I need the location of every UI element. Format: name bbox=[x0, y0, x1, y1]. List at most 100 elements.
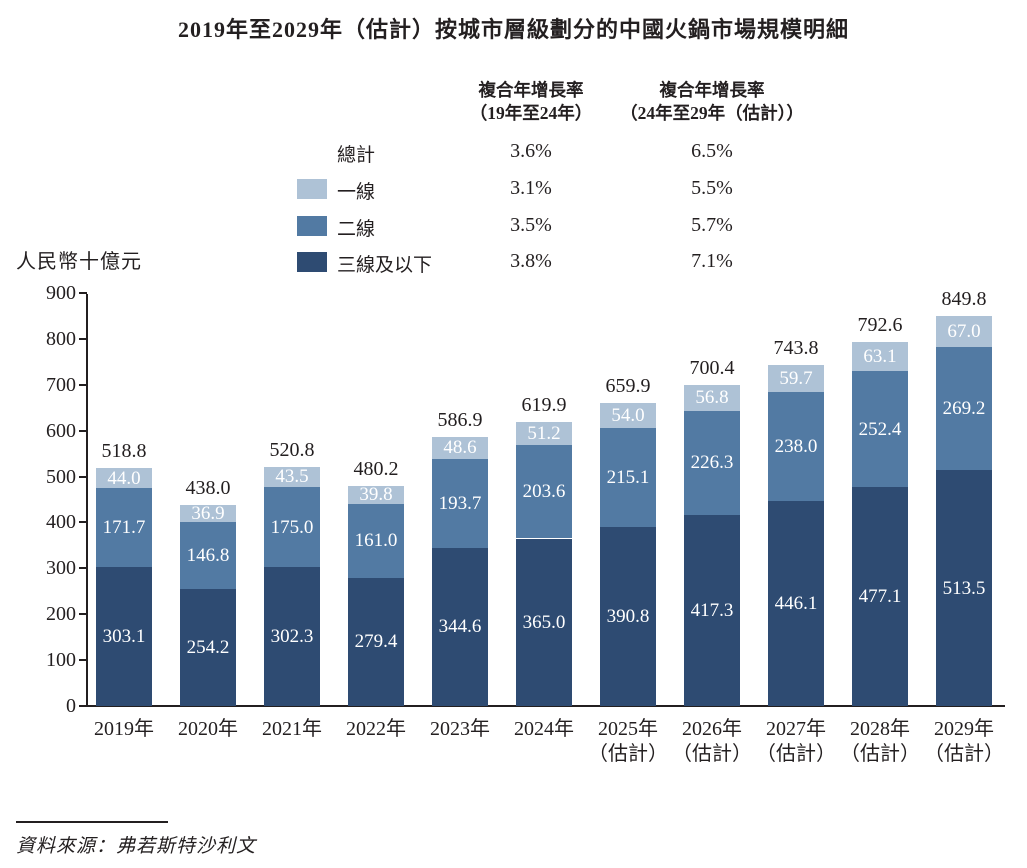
bar-segment-label: 303.1 bbox=[102, 625, 146, 647]
y-tick-label: 700 bbox=[46, 373, 76, 396]
bar-total-label: 659.9 bbox=[605, 375, 651, 398]
y-tick-mark bbox=[79, 292, 87, 294]
bar-segment-label: 226.3 bbox=[690, 452, 734, 474]
bar-segment-label: 44.0 bbox=[107, 467, 141, 489]
bar-segment-label: 203.6 bbox=[522, 481, 566, 503]
bar-segment-二線: 171.7 bbox=[96, 488, 152, 567]
y-tick-mark bbox=[79, 567, 87, 570]
y-tick-label: 0 bbox=[66, 695, 76, 717]
cagr-row-total: 總計 3.6% 6.5% bbox=[0, 140, 1027, 168]
x-tick-year: 2021年 bbox=[262, 718, 322, 740]
y-tick-mark bbox=[79, 475, 87, 478]
bar-segment-label: 238.0 bbox=[774, 436, 818, 458]
bar-segment-二線: 161.0 bbox=[348, 503, 404, 578]
y-tick-mark bbox=[79, 613, 87, 616]
bar-segment-label: 446.1 bbox=[774, 593, 818, 615]
bar-segment-二線: 215.1 bbox=[600, 427, 656, 527]
y-tick-label: 600 bbox=[46, 419, 76, 442]
legend-swatch-tier2 bbox=[297, 216, 327, 236]
bar-segment-label: 417.3 bbox=[690, 599, 734, 621]
bar-segment-label: 171.7 bbox=[102, 517, 146, 538]
y-tick-label: 400 bbox=[46, 511, 76, 534]
x-tick-year: 2025年 bbox=[598, 718, 658, 740]
y-tick-label: 800 bbox=[46, 327, 76, 350]
cagr-tier2-24-29: 5.7% bbox=[691, 214, 733, 236]
bar-segment-二線: 175.0 bbox=[264, 486, 320, 568]
bar-segment-一線: 43.5 bbox=[264, 467, 320, 487]
bar-segment-label: 56.8 bbox=[695, 387, 729, 409]
bar-total-label: 700.4 bbox=[689, 356, 735, 379]
bar-segment-label: 59.7 bbox=[779, 367, 813, 389]
bar-segment-label: 63.1 bbox=[863, 346, 897, 368]
y-tick-mark bbox=[79, 383, 87, 386]
bar-segment-二線: 146.8 bbox=[180, 521, 236, 590]
y-tick-label: 500 bbox=[46, 465, 76, 488]
cagr-row-tier3: 三線及以下 3.8% 7.1% bbox=[0, 250, 1027, 278]
cagr-header-19-24-line1: 複合年增長率 bbox=[478, 80, 584, 100]
bar-segment-label: 146.8 bbox=[186, 545, 230, 567]
bar-total-label: 743.8 bbox=[773, 336, 819, 359]
bar-segment-一線: 51.2 bbox=[516, 421, 572, 446]
chart-title: 2019年至2029年（估計）按城市層級劃分的中國火鍋市場規模明細 bbox=[177, 17, 849, 42]
bar-total-label: 586.9 bbox=[437, 408, 483, 431]
bar-segment-二線: 203.6 bbox=[516, 445, 572, 539]
bar-segment-label: 67.0 bbox=[947, 320, 981, 342]
x-tick-year: 2026年 bbox=[682, 718, 742, 740]
x-axis-line bbox=[86, 705, 1005, 707]
bar-segment-label: 477.1 bbox=[858, 586, 902, 608]
cagr-header-24-29-line1: 複合年增長率 bbox=[659, 80, 765, 100]
bar-segment-一線: 63.1 bbox=[852, 342, 908, 372]
legend-label-tier1: 一線 bbox=[337, 182, 376, 203]
bar-segment-label: 365.0 bbox=[522, 611, 566, 633]
bar-segment-一線: 44.0 bbox=[96, 467, 152, 489]
x-tick-estimate-note: （估計） bbox=[672, 743, 752, 765]
bar-segment-一線: 67.0 bbox=[936, 316, 992, 347]
x-tick-year: 2023年 bbox=[430, 718, 490, 740]
y-tick-mark bbox=[79, 429, 87, 432]
bar-segment-三線及以下: 513.5 bbox=[936, 470, 992, 706]
cagr-row-tier1: 一線 3.1% 5.5% bbox=[0, 177, 1027, 205]
bar-segment-二線: 252.4 bbox=[852, 371, 908, 488]
legend-label-tier2: 二線 bbox=[337, 219, 376, 240]
bar-segment-label: 39.8 bbox=[359, 484, 393, 506]
legend-label-total: 總計 bbox=[337, 145, 376, 166]
bar-segment-label: 344.6 bbox=[438, 616, 482, 638]
bar-segment-三線及以下: 279.4 bbox=[348, 577, 404, 706]
y-tick-label: 200 bbox=[46, 603, 76, 626]
bar-total-label: 520.8 bbox=[269, 439, 315, 461]
x-tick-year: 2019年 bbox=[94, 718, 154, 740]
cagr-total-24-29: 6.5% bbox=[691, 140, 733, 162]
bar-segment-label: 302.3 bbox=[270, 626, 314, 648]
y-axis-line bbox=[86, 294, 88, 707]
y-tick-label: 900 bbox=[46, 282, 76, 304]
bar-segment-label: 254.2 bbox=[186, 637, 230, 659]
x-tick-estimate-note: （估計） bbox=[840, 743, 920, 765]
y-tick-mark bbox=[79, 659, 87, 662]
y-tick-mark bbox=[79, 337, 87, 340]
y-tick-mark bbox=[79, 705, 87, 707]
bar-segment-label: 513.5 bbox=[942, 577, 986, 599]
bar-segment-一線: 39.8 bbox=[348, 484, 404, 506]
cagr-tier1-19-24: 3.1% bbox=[510, 177, 552, 199]
bar-segment-一線: 56.8 bbox=[684, 384, 740, 411]
y-tick-label: 100 bbox=[46, 649, 76, 672]
bar-total-label: 849.8 bbox=[941, 288, 987, 311]
y-axis-unit-label: 人民幣十億元 bbox=[16, 251, 142, 273]
bar-segment-label: 252.4 bbox=[858, 418, 902, 440]
x-tick-year: 2027年 bbox=[766, 718, 826, 740]
bar-segment-一線: 48.6 bbox=[432, 436, 488, 459]
x-tick-label: 2025年 （估計） bbox=[583, 717, 673, 767]
bar-segment-label: 51.2 bbox=[527, 422, 561, 444]
bar-segment-三線及以下: 302.3 bbox=[264, 567, 320, 706]
bar-segment-label: 161.0 bbox=[354, 530, 398, 552]
source-note: 資料來源：弗若斯特沙利文 bbox=[16, 836, 257, 857]
x-tick-label: 2026年 （估計） bbox=[667, 717, 757, 767]
cagr-tier2-19-24: 3.5% bbox=[510, 214, 552, 236]
bar-segment-三線及以下: 446.1 bbox=[768, 501, 824, 706]
bar-segment-三線及以下: 365.0 bbox=[516, 538, 572, 706]
cagr-total-19-24: 3.6% bbox=[510, 140, 552, 162]
cagr-header-24-29-line2: （24年至29年（估計）） bbox=[620, 103, 804, 123]
bar-segment-label: 54.0 bbox=[611, 405, 645, 427]
